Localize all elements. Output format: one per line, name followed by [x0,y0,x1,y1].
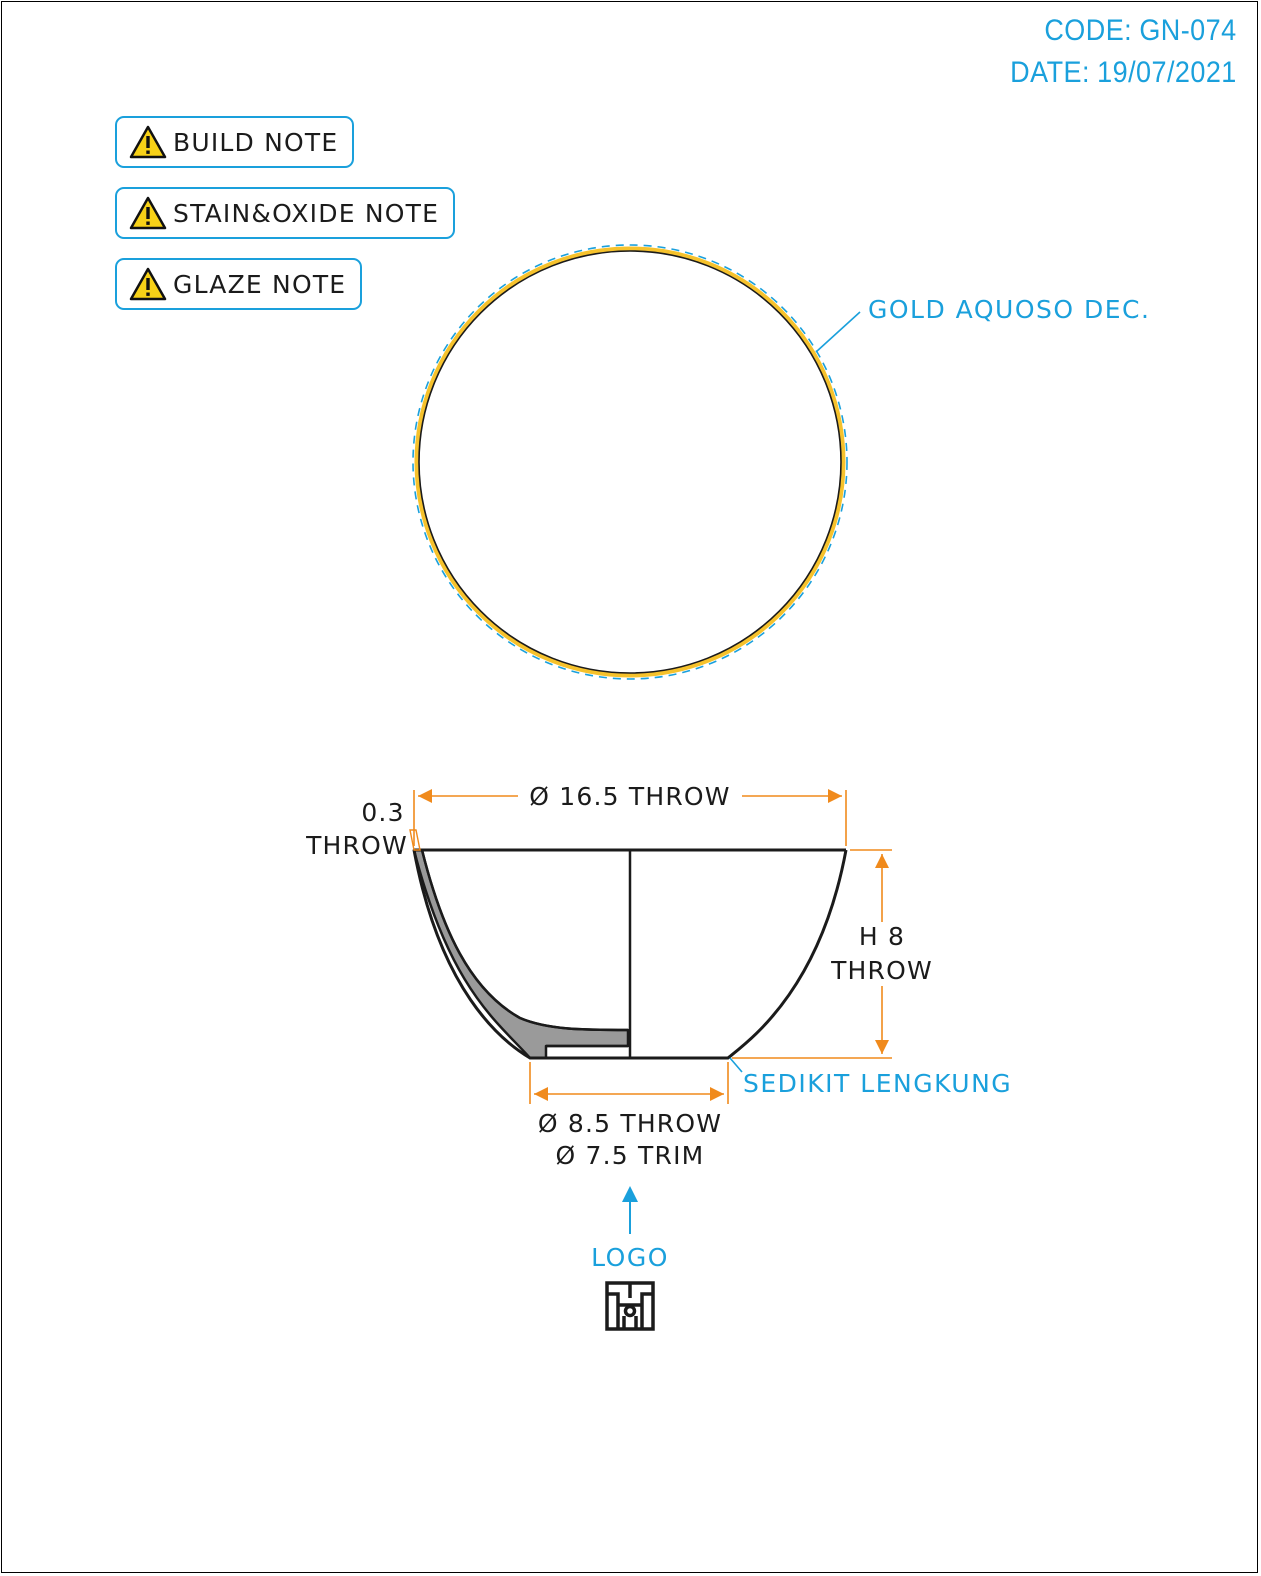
wall-thickness-dimension: 0.3 THROW [305,798,421,860]
bowl-rim-outline [414,246,846,678]
brand-logo-icon [605,1281,655,1331]
build-note-label: BUILD NOTE [173,127,339,157]
gold-decoration-band [412,244,848,680]
code-line: CODE: GN-074 [1045,14,1237,48]
foot-note-leader [729,1057,743,1073]
warning-icon [129,125,167,159]
height-unit: THROW [830,956,933,985]
gold-decoration-label: GOLD AQUOSO DEC. [868,295,1150,324]
inner-wall-curve [420,849,629,1032]
date-line: DATE: 19/07/2021 [1010,56,1237,90]
stain-oxide-note-label: STAIN&OXIDE NOTE [173,198,440,228]
bowl-rim-inner-line [418,250,842,674]
foot-diameter-throw-label: Ø 8.5 THROW [538,1109,722,1138]
code-label: CODE: [1044,14,1133,47]
warning-icon [129,267,167,301]
build-note-button[interactable]: BUILD NOTE [115,116,355,168]
foot-note-label: SEDIKIT LENGKUNG [743,1069,1012,1098]
top-view: GOLD AQUOSO DEC. [412,244,1150,680]
rim-diameter-label: Ø 16.5 THROW [529,782,730,811]
height-dimension: H 8 THROW [732,849,933,1059]
logo-arrow-head [622,1186,638,1202]
height-value: H 8 [859,922,905,951]
foot-diameter-trim-label: Ø 7.5 TRIM [556,1141,705,1170]
logo-label: LOGO [591,1243,669,1272]
glaze-note-label: GLAZE NOTE [173,269,347,299]
glaze-note-button[interactable]: GLAZE NOTE [115,258,363,310]
stain-oxide-note-button[interactable]: STAIN&OXIDE NOTE [115,187,456,239]
code-value: GN-074 [1139,14,1237,47]
wall-thickness-value: 0.3 [361,798,404,827]
gold-decoration-leader [815,311,861,353]
rim-diameter-dimension: Ø 16.5 THROW [413,782,847,846]
wall-thickness-unit: THROW [305,831,408,860]
logo-section: LOGO [591,1186,669,1331]
warning-icon [129,196,167,230]
side-view: Ø 16.5 THROW 0.3 THROW H 8 THROW SEDIKIT… [305,782,1012,1170]
date-label: DATE: [1010,56,1091,89]
foot-diameter-dimension: Ø 8.5 THROW Ø 7.5 TRIM [529,1062,729,1170]
date-value: 19/07/2021 [1097,56,1237,89]
